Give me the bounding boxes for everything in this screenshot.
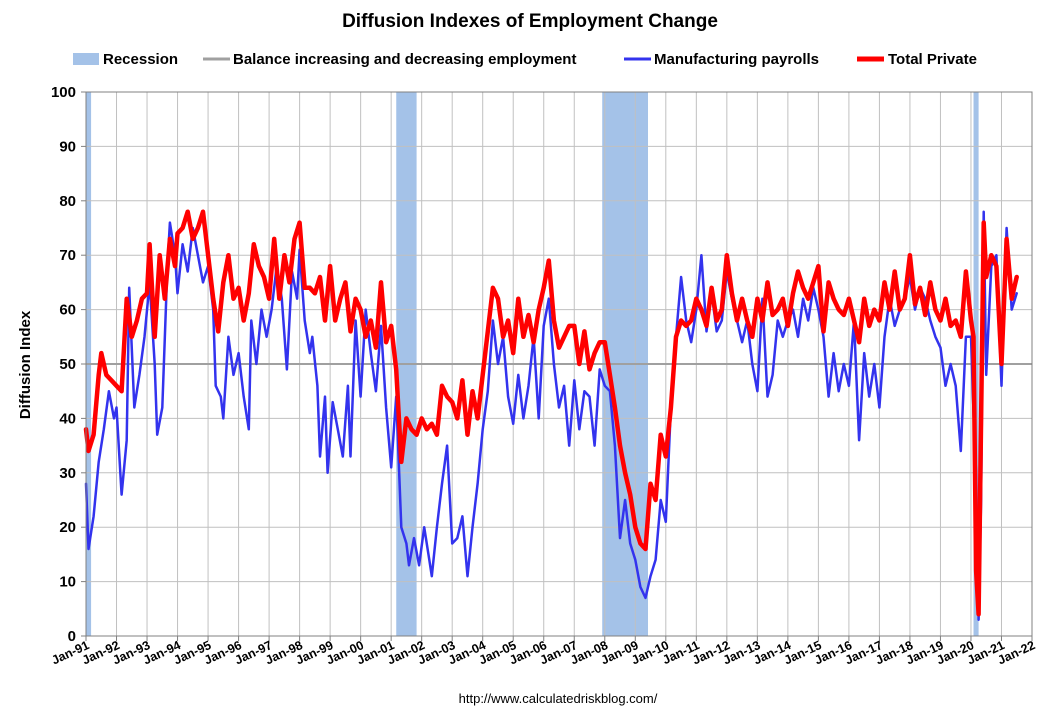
legend: Recession Balance increasing and decreasi… [73,51,977,68]
legend-swatch-recession [73,53,99,65]
y-tick-label-20: 20 [59,519,76,536]
legend-label-manufacturing-payrolls: Manufacturing payrolls [654,51,819,68]
y-tick-label-0: 0 [68,628,76,645]
y-tick-label-10: 10 [59,574,76,591]
source-url: http://www.calculatedriskblog.com/ [459,691,658,706]
y-tick-label-100: 100 [51,84,76,101]
y-tick-label-80: 80 [59,193,76,210]
legend-label-recession: Recession [103,51,178,68]
plot-area: 0102030405060708090100Jan-91Jan-92Jan-93… [49,84,1037,667]
y-tick-label-60: 60 [59,302,76,319]
legend-label-balance-increasing-and-decreasing-employment: Balance increasing and decreasing employ… [233,51,576,68]
series-lines [83,209,1032,621]
chart-title: Diffusion Indexes of Employment Change [342,11,718,32]
legend-label-total-private: Total Private [888,51,977,68]
y-tick-label-70: 70 [59,247,76,264]
y-tick-label-90: 90 [59,138,76,155]
y-axis-label: Diffusion Index [17,310,34,419]
y-tick-label-40: 40 [59,410,76,427]
y-tick-label-30: 30 [59,465,76,482]
manufacturing-payrolls-line [84,210,1018,621]
y-tick-label-50: 50 [59,356,76,373]
total-private-line [83,209,1019,617]
